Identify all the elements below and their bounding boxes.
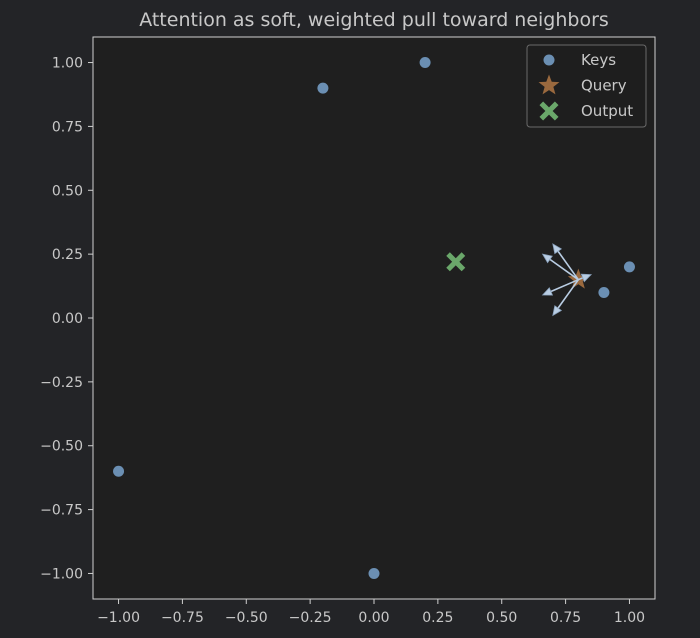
chart-title: Attention as soft, weighted pull toward … <box>139 9 609 31</box>
y-tick-label: 0.00 <box>52 311 83 327</box>
legend-marker-output <box>539 101 559 121</box>
y-tick-label: −0.75 <box>40 503 83 519</box>
legend-label: Query <box>581 77 627 95</box>
legend-marker-query <box>538 74 560 95</box>
x-tick-label: 0.00 <box>358 610 389 626</box>
x-tick-label: −0.75 <box>161 610 204 626</box>
x-tick-label: 0.75 <box>550 610 581 626</box>
attention-arrow <box>552 279 580 317</box>
x-tick-label: −0.50 <box>225 610 268 626</box>
keys-point <box>623 261 635 273</box>
keys-point <box>113 465 125 477</box>
y-tick-label: −0.50 <box>40 439 83 455</box>
x-tick-label: −1.00 <box>97 610 140 626</box>
arrow-group <box>541 243 593 317</box>
attention-arrow <box>541 253 579 281</box>
keys-point <box>419 57 431 69</box>
y-tick-label: 1.00 <box>52 56 83 72</box>
x-tick-label: 1.00 <box>614 610 645 626</box>
legend-marker-keys <box>543 54 555 66</box>
y-tick-label: −1.00 <box>40 566 83 582</box>
attention-arrow <box>541 278 579 296</box>
y-tick-label: −0.25 <box>40 375 83 391</box>
x-tick-label: 0.25 <box>422 610 453 626</box>
keys-point <box>598 286 610 298</box>
keys-point <box>368 567 380 579</box>
legend-item-keys: Keys <box>543 51 616 69</box>
legend: Keys Query Output <box>526 44 647 128</box>
legend-label: Keys <box>581 51 616 69</box>
attention-arrow <box>552 243 580 281</box>
x-axis-ticks: −1.00 −0.75 −0.50 −0.25 0.00 0.25 0.50 0.75 1.00 <box>97 599 645 626</box>
x-tick-label: 0.50 <box>486 610 517 626</box>
legend-item-output: Output <box>539 101 633 121</box>
y-tick-label: 0.25 <box>52 247 83 263</box>
x-tick-label: −0.25 <box>289 610 332 626</box>
attention-arrow <box>578 273 593 283</box>
legend-label: Output <box>581 102 633 120</box>
keys-point <box>317 82 329 94</box>
output-point <box>446 252 466 272</box>
plot-area <box>93 37 655 599</box>
y-tick-label: 0.50 <box>52 183 83 199</box>
y-axis-ticks: −1.00 −0.75 −0.50 −0.25 0.00 0.25 0.50 0.75 1.00 <box>40 56 93 582</box>
data-points <box>113 57 635 579</box>
legend-item-query: Query <box>538 74 627 95</box>
y-tick-label: 0.75 <box>52 119 83 135</box>
